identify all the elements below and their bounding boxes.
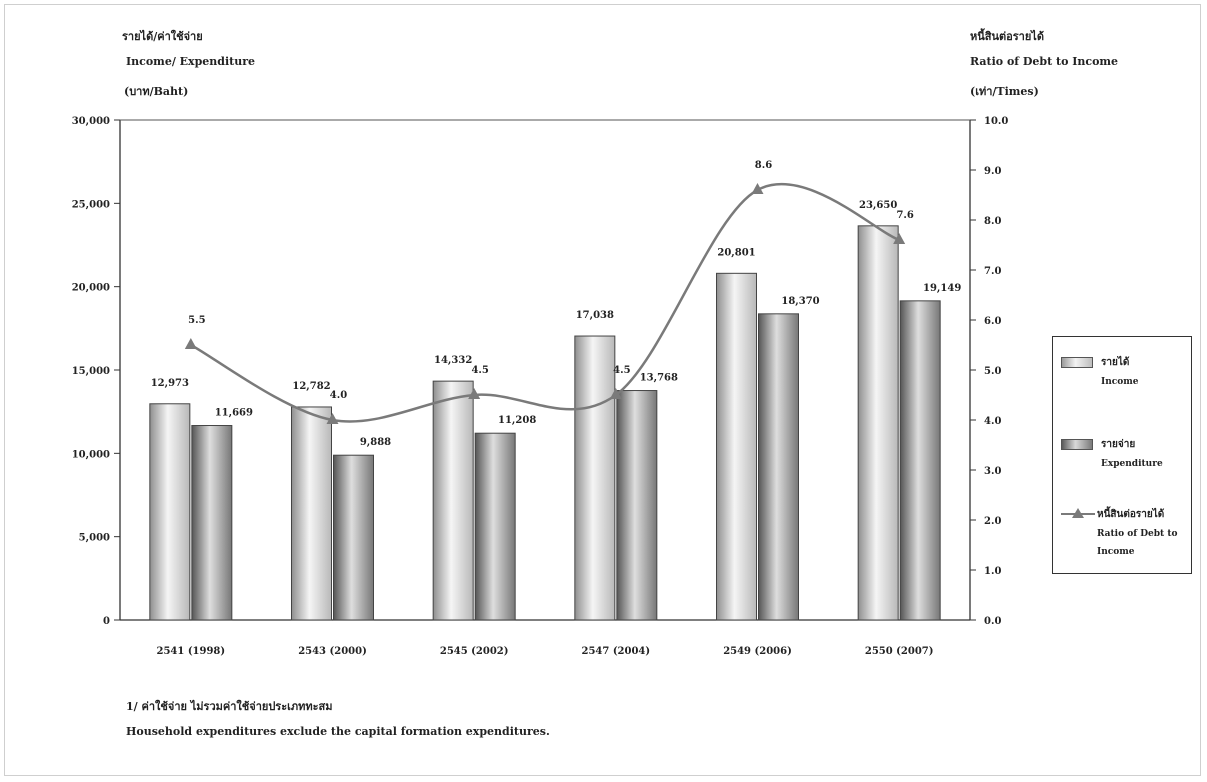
right-tick-label: 3.0 bbox=[984, 466, 1001, 477]
x-tick-label: 2550 (2007) bbox=[865, 646, 934, 657]
ratio-line bbox=[190, 182, 900, 423]
expenditure-data-label: 19,149 bbox=[923, 283, 961, 294]
left-tick-label: 15,000 bbox=[72, 366, 110, 377]
expenditure-data-label: 13,768 bbox=[640, 373, 678, 384]
legend-ratio-th: หนี้สินต่อรายได้ bbox=[1097, 509, 1165, 520]
right-tick-label: 4.0 bbox=[984, 416, 1001, 427]
expenditure-bar bbox=[191, 425, 233, 621]
ratio-data-label: 4.5 bbox=[613, 365, 630, 376]
legend-expenditure-en: Expenditure bbox=[1101, 459, 1163, 469]
left-tick-label: 5,000 bbox=[79, 533, 110, 544]
legend-income-th: รายได้ bbox=[1101, 357, 1130, 368]
right-tick-label: 0.0 bbox=[984, 616, 1001, 627]
income-bar bbox=[574, 335, 616, 621]
left-tick-label: 30,000 bbox=[72, 116, 110, 127]
right-tick-label: 6.0 bbox=[984, 316, 1001, 327]
expenditure-bar bbox=[616, 390, 658, 621]
income-bar bbox=[857, 225, 899, 621]
x-tick-label: 2543 (2000) bbox=[298, 646, 367, 657]
right-tick-label: 9.0 bbox=[984, 166, 1001, 177]
ratio-data-label: 8.6 bbox=[755, 160, 772, 171]
right-tick-label: 2.0 bbox=[984, 516, 1001, 527]
x-tick-label: 2549 (2006) bbox=[723, 646, 792, 657]
right-tick-label: 8.0 bbox=[984, 216, 1001, 227]
ratio-data-label: 7.6 bbox=[896, 210, 913, 221]
ratio-marker bbox=[609, 388, 622, 399]
expenditure-bar bbox=[474, 432, 516, 621]
income-data-label: 14,332 bbox=[434, 355, 472, 366]
right-tick-label: 7.0 bbox=[984, 266, 1001, 277]
footnote-th: 1/ ค่าใช้จ่าย ไม่รวมค่าใช้จ่ายประเภททะสม bbox=[126, 700, 333, 713]
ratio-marker bbox=[893, 233, 906, 244]
left-tick-label: 10,000 bbox=[72, 449, 110, 460]
legend-ratio-en: Ratio of Debt to Income bbox=[1097, 529, 1178, 557]
right-axis-unit: (เท่า/Times) bbox=[970, 85, 1039, 98]
legend-expenditure-th: รายจ่าย bbox=[1101, 439, 1136, 450]
expenditure-swatch bbox=[1061, 439, 1093, 450]
ratio-data-label: 4.5 bbox=[471, 365, 488, 376]
right-tick-label: 5.0 bbox=[984, 366, 1001, 377]
expenditure-bar bbox=[333, 454, 374, 621]
ratio-marker bbox=[326, 413, 339, 424]
income-swatch bbox=[1061, 357, 1093, 368]
expenditure-data-label: 18,370 bbox=[781, 296, 819, 307]
ratio-marker bbox=[751, 183, 764, 194]
legend: รายได้ Income รายจ่าย Expenditure หนี้สิ… bbox=[1052, 336, 1192, 574]
ratio-data-label: 5.5 bbox=[188, 315, 205, 326]
left-axis-unit: (บาท/Baht) bbox=[124, 85, 189, 98]
right-tick-label: 10.0 bbox=[984, 116, 1008, 127]
income-bar bbox=[291, 406, 332, 621]
income-bar bbox=[716, 272, 757, 621]
expenditure-bar bbox=[758, 313, 799, 621]
x-tick-label: 2547 (2004) bbox=[582, 646, 651, 657]
ratio-marker bbox=[468, 388, 481, 399]
chart-frame bbox=[4, 4, 1201, 776]
right-tick-label: 1.0 bbox=[984, 566, 1001, 577]
right-axis-title-en: Ratio of Debt to Income bbox=[970, 55, 1119, 68]
ratio-swatch bbox=[1061, 508, 1095, 518]
expenditure-bar bbox=[899, 300, 941, 621]
left-tick-label: 20,000 bbox=[72, 283, 110, 294]
income-bar bbox=[149, 403, 191, 621]
legend-income-en: Income bbox=[1101, 377, 1139, 387]
x-tick-label: 2545 (2002) bbox=[440, 646, 509, 657]
left-axis-title-en: Income/ Expenditure bbox=[126, 55, 256, 68]
income-data-label: 12,973 bbox=[151, 378, 189, 389]
right-axis-title-th: หนี้สินต่อรายได้ bbox=[970, 30, 1044, 43]
income-data-label: 23,650 bbox=[859, 200, 897, 211]
left-tick-label: 25,000 bbox=[72, 199, 110, 210]
income-data-label: 12,782 bbox=[292, 381, 330, 392]
left-tick-label: 0 bbox=[103, 616, 110, 627]
x-tick-label: 2541 (1998) bbox=[157, 646, 226, 657]
expenditure-data-label: 9,888 bbox=[360, 437, 391, 448]
expenditure-data-label: 11,208 bbox=[498, 415, 536, 426]
income-data-label: 20,801 bbox=[717, 247, 755, 258]
ratio-marker bbox=[184, 338, 197, 349]
income-bar bbox=[432, 380, 474, 621]
expenditure-data-label: 11,669 bbox=[215, 408, 253, 419]
ratio-data-label: 4.0 bbox=[330, 390, 347, 401]
income-data-label: 17,038 bbox=[576, 310, 614, 321]
left-axis-title-th: รายได้/ค่าใช้จ่าย bbox=[122, 30, 203, 43]
footnote-en: Household expenditures exclude the capit… bbox=[126, 725, 550, 738]
